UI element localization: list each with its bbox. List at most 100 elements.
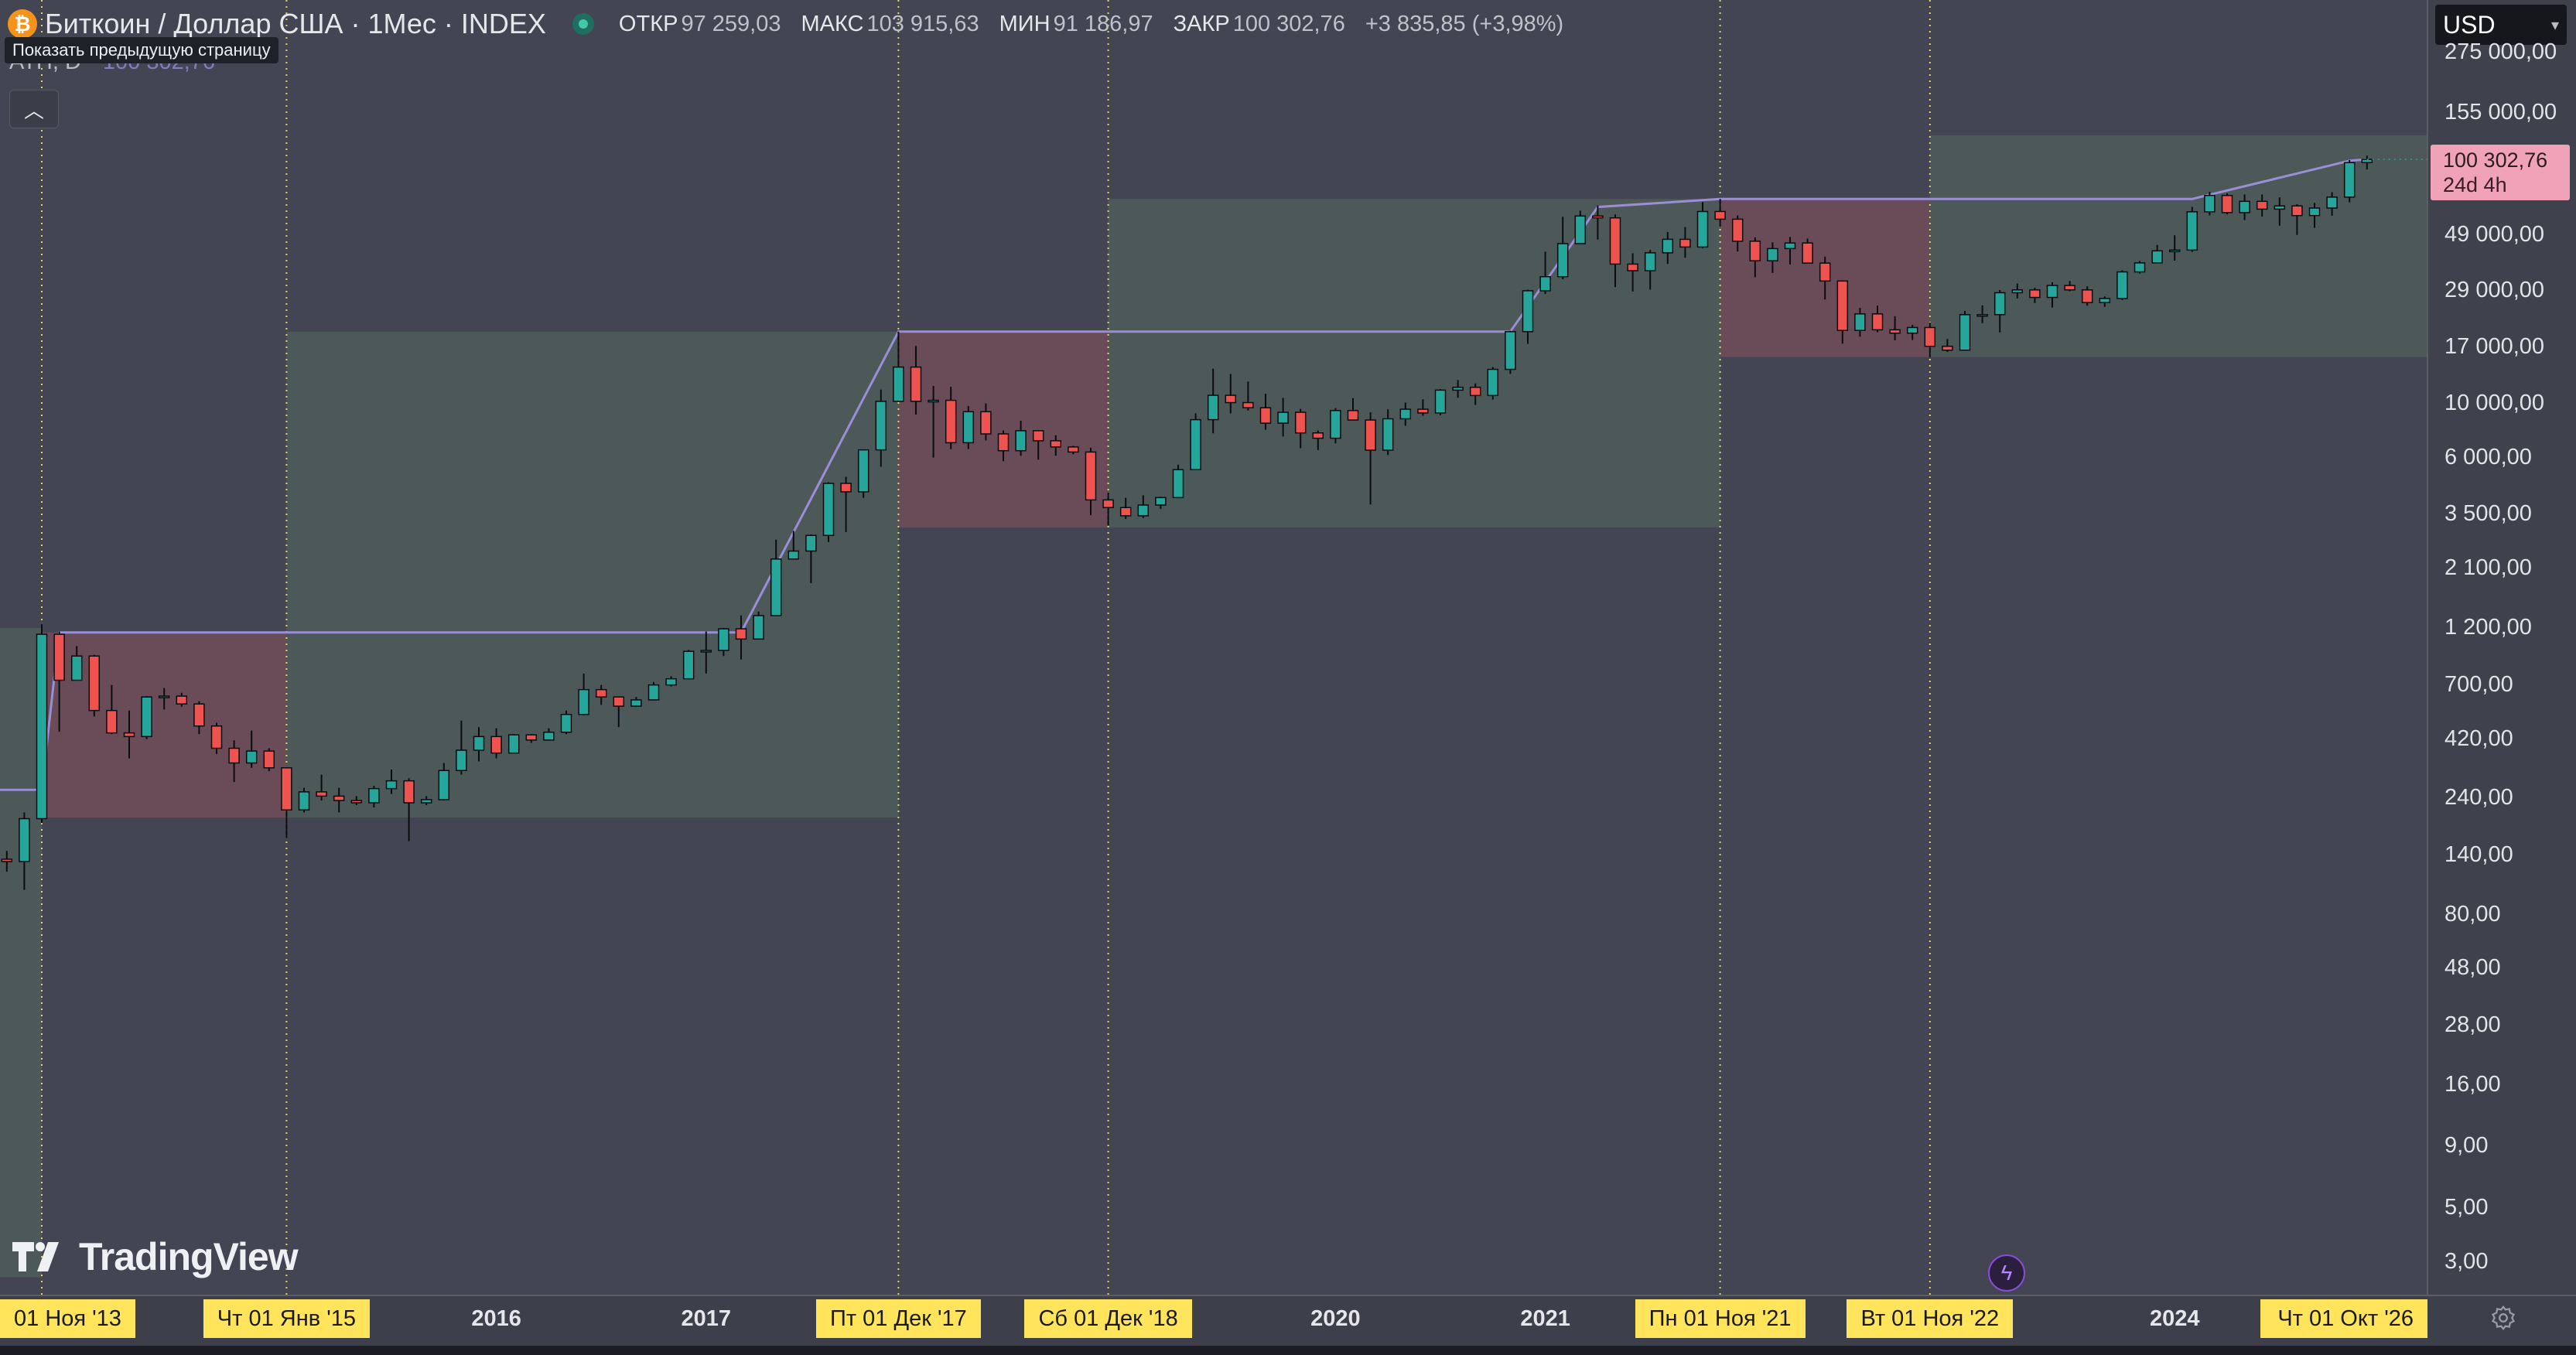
candle-body — [490, 736, 502, 754]
candle-body — [822, 483, 835, 537]
candle-2021-05 — [1609, 214, 1621, 288]
candle-2023-06 — [2046, 282, 2058, 308]
candle-body — [875, 401, 887, 451]
candle-body — [1487, 368, 1499, 397]
candle-body — [1819, 262, 1831, 282]
candle-2023-11 — [2134, 261, 2146, 274]
candle-2021-06 — [1627, 253, 1638, 292]
ohlc-high-key: МАКС — [801, 11, 864, 36]
candle-2023-03 — [1993, 289, 2006, 333]
candle-2015-03 — [316, 774, 327, 801]
candle-2014-05 — [141, 696, 152, 739]
candle-2024-06 — [2256, 194, 2268, 217]
chevron-down-icon: ▾ — [2550, 16, 2559, 34]
candle-2020-09 — [1469, 383, 1481, 405]
candle-body — [1102, 499, 1114, 509]
candle-2019-08 — [1242, 381, 1254, 411]
candle-2023-02 — [1976, 305, 1988, 323]
candle-2019-10 — [1277, 398, 1289, 437]
ohlc-low-key: МИН — [999, 11, 1051, 36]
candle-2018-10 — [1068, 445, 1079, 455]
candle-body — [2239, 200, 2250, 213]
candle-body — [2343, 162, 2356, 198]
price-tick-label: 9,00 — [2444, 1132, 2489, 1158]
candle-body — [945, 399, 957, 444]
tradingview-watermark[interactable]: TradingView — [11, 1234, 299, 1279]
candle-2024-07 — [2274, 197, 2286, 226]
candle-2018-12 — [1102, 493, 1114, 526]
candle-body — [700, 650, 712, 653]
ohlc-close-key: ЗАКР — [1173, 11, 1230, 36]
price-tick-label: 140,00 — [2444, 841, 2513, 867]
candle-2022-03 — [1784, 237, 1796, 265]
candle-2016-03 — [525, 734, 538, 743]
candle-body — [1172, 469, 1184, 499]
bitcoin-icon[interactable]: ₿ — [8, 9, 37, 39]
symbol-title[interactable]: Биткоин / Доллар США · 1Мес · INDEX — [45, 8, 546, 39]
lightning-icon[interactable]: ϟ — [1988, 1254, 2025, 1292]
market-status-icon[interactable] — [572, 13, 594, 35]
bear-zone-1 — [42, 632, 287, 818]
candle-body — [2308, 207, 2321, 217]
candle-2021-08 — [1662, 231, 1674, 265]
candle-body — [1399, 408, 1412, 420]
price-tick-label: 420,00 — [2444, 725, 2513, 751]
candle-body — [123, 732, 135, 738]
candle-body — [2204, 194, 2216, 213]
time-label-highlight: Пн 01 Ноя '21 — [1635, 1299, 1806, 1338]
candle-body — [245, 750, 258, 764]
candle-2014-03 — [106, 684, 118, 735]
candle-body — [718, 628, 729, 651]
price-tick-label: 275 000,00 — [2444, 39, 2557, 64]
candle-2018-08 — [1032, 430, 1044, 460]
candle-2024-04 — [2221, 193, 2233, 215]
price-tick-label: 29 000,00 — [2444, 277, 2545, 302]
candle-body — [1, 858, 13, 862]
candle-2015-11 — [456, 720, 467, 775]
candle-2021-07 — [1644, 250, 1656, 290]
candle-body — [595, 688, 607, 698]
candle-2023-01 — [1959, 311, 1971, 351]
candle-body — [1050, 440, 1062, 448]
candle-body — [53, 633, 65, 681]
candle-body — [193, 703, 205, 727]
candle-2022-04 — [1802, 238, 1813, 264]
candle-2017-04 — [753, 611, 764, 640]
candle-2023-04 — [2011, 283, 2024, 299]
candle-2017-01 — [700, 631, 712, 674]
candle-2020-10 — [1487, 367, 1499, 400]
candle-2019-09 — [1259, 394, 1272, 430]
candle-2017-10 — [857, 449, 869, 498]
candle-2022-05 — [1819, 256, 1831, 300]
candle-body — [158, 695, 170, 698]
candle-2019-11 — [1294, 408, 1307, 449]
candle-2018-05 — [980, 403, 992, 441]
candle-body — [1225, 394, 1237, 404]
legend-bar: ₿ Биткоин / Доллар США · 1Мес · INDEX ОТ… — [0, 0, 1584, 48]
candle-2017-12 — [893, 331, 904, 402]
candle-body — [456, 749, 467, 772]
candle-2019-12 — [1312, 430, 1324, 450]
candle-2018-09 — [1050, 435, 1062, 456]
collapse-legend-button[interactable]: ︿ — [9, 90, 59, 128]
candle-body — [753, 615, 764, 640]
time-label-highlight: Пт 01 Дек '17 — [815, 1299, 981, 1338]
bull-zone-4 — [1108, 199, 1720, 527]
candle-2016-01 — [490, 728, 502, 759]
candle-2015-10 — [438, 763, 450, 801]
candle-body — [980, 411, 992, 435]
currency-select[interactable]: USD ▾ — [2435, 5, 2567, 45]
candle-body — [1802, 242, 1813, 264]
gear-icon[interactable] — [2488, 1302, 2519, 1333]
candle-2017-05 — [770, 539, 782, 616]
candle-2021-04 — [1592, 205, 1604, 240]
bar-countdown: 24d 4h — [2443, 173, 2507, 196]
currency-value: USD — [2443, 10, 2496, 39]
candle-body — [1662, 238, 1674, 254]
candle-body — [2326, 196, 2338, 209]
candle-body — [1556, 243, 1569, 278]
candle-2016-02 — [507, 734, 520, 754]
candle-body — [263, 750, 275, 769]
